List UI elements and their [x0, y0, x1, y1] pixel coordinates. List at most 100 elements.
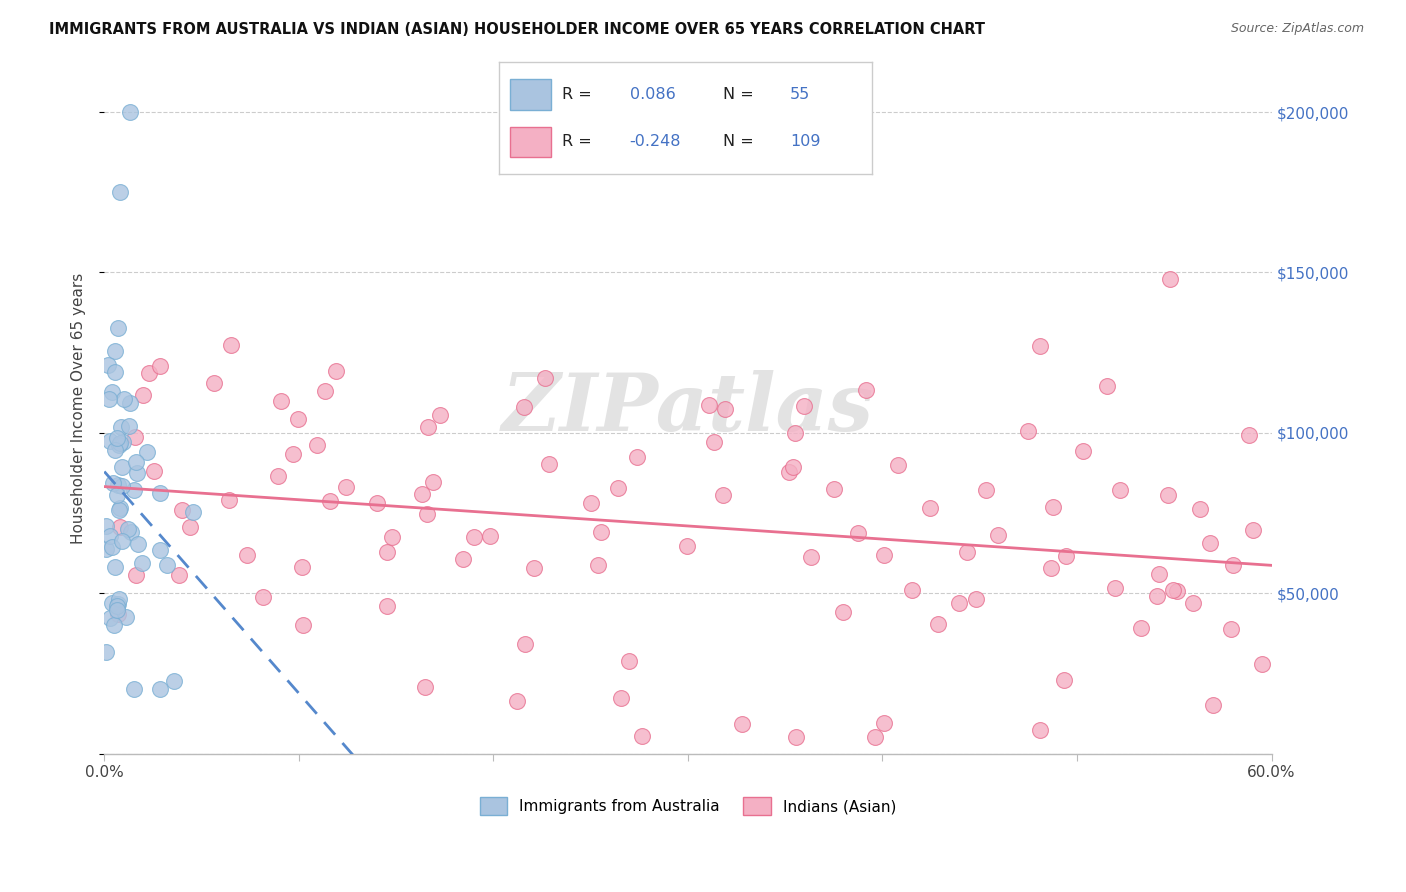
Point [416, 507, 439, 521]
Point [105, 488, 128, 502]
Point [865, 731, 887, 745]
Point [630, 729, 652, 743]
Point [506, 694, 529, 708]
Point [221, 338, 243, 352]
Text: R =: R = [562, 135, 592, 149]
Point [110, 533, 132, 548]
Point [1222, 558, 1244, 572]
Point [122, 682, 145, 697]
Point [267, 468, 290, 483]
Point [96, 541, 118, 556]
Point [1029, 723, 1052, 738]
Point [855, 384, 877, 398]
Point [1104, 581, 1126, 595]
Point [1199, 535, 1222, 549]
Point [110, 520, 132, 534]
Point [105, 599, 128, 613]
Point [974, 483, 997, 497]
Point [1202, 698, 1225, 713]
Point [778, 465, 800, 479]
Point [1017, 424, 1039, 438]
Point [170, 502, 193, 516]
Point [101, 540, 124, 554]
Point [101, 476, 124, 491]
Point [125, 567, 148, 582]
Point [105, 602, 128, 616]
Point [179, 519, 201, 533]
Point [831, 605, 853, 619]
Point [785, 731, 807, 745]
Point [218, 493, 240, 508]
Point [1146, 589, 1168, 603]
Point [381, 530, 404, 544]
Point [104, 442, 127, 457]
Point [114, 609, 136, 624]
Point [100, 434, 122, 449]
Point [1039, 560, 1062, 574]
Point [1056, 549, 1078, 563]
Point [292, 618, 315, 632]
Point [1250, 657, 1272, 671]
Point [533, 370, 555, 384]
Text: R =: R = [562, 87, 592, 102]
Point [132, 388, 155, 402]
Point [125, 454, 148, 468]
Point [901, 583, 924, 598]
Text: Source: ZipAtlas.com: Source: ZipAtlas.com [1230, 22, 1364, 36]
Point [927, 617, 949, 632]
Point [1157, 487, 1180, 501]
Point [800, 550, 823, 565]
Point [96, 519, 118, 533]
Point [156, 558, 179, 572]
Point [107, 597, 129, 611]
Point [626, 450, 648, 464]
Point [281, 447, 304, 461]
Point [252, 591, 274, 605]
Point [1237, 428, 1260, 442]
FancyBboxPatch shape [510, 127, 551, 157]
Point [108, 186, 131, 200]
Point [111, 435, 134, 450]
Point [846, 526, 869, 541]
Point [1166, 584, 1188, 599]
Point [97, 392, 120, 406]
FancyBboxPatch shape [510, 79, 551, 110]
Point [98, 529, 121, 543]
Point [523, 561, 546, 575]
Point [1241, 523, 1264, 537]
Point [887, 458, 910, 473]
Point [366, 496, 388, 510]
Point [579, 496, 602, 510]
Point [1147, 567, 1170, 582]
Point [135, 445, 157, 459]
Point [117, 522, 139, 536]
Point [782, 460, 804, 475]
Point [138, 366, 160, 380]
Point [125, 466, 148, 480]
Point [702, 434, 724, 449]
Point [411, 487, 433, 501]
Point [183, 505, 205, 519]
Point [118, 418, 141, 433]
Point [589, 524, 612, 539]
Point [377, 599, 399, 613]
Text: 109: 109 [790, 135, 820, 149]
Point [104, 343, 127, 358]
Point [107, 592, 129, 607]
Point [1097, 378, 1119, 392]
Text: 0.086: 0.086 [630, 87, 675, 102]
Point [731, 717, 754, 731]
Point [120, 396, 142, 410]
Point [451, 551, 474, 566]
Point [104, 365, 127, 379]
Point [1161, 582, 1184, 597]
Point [127, 537, 149, 551]
Point [429, 408, 451, 422]
Point [110, 420, 132, 434]
Point [676, 539, 699, 553]
Point [124, 483, 146, 497]
Text: ZIPatlas: ZIPatlas [502, 370, 875, 448]
Point [112, 392, 135, 406]
Point [107, 478, 129, 492]
Point [202, 376, 225, 390]
